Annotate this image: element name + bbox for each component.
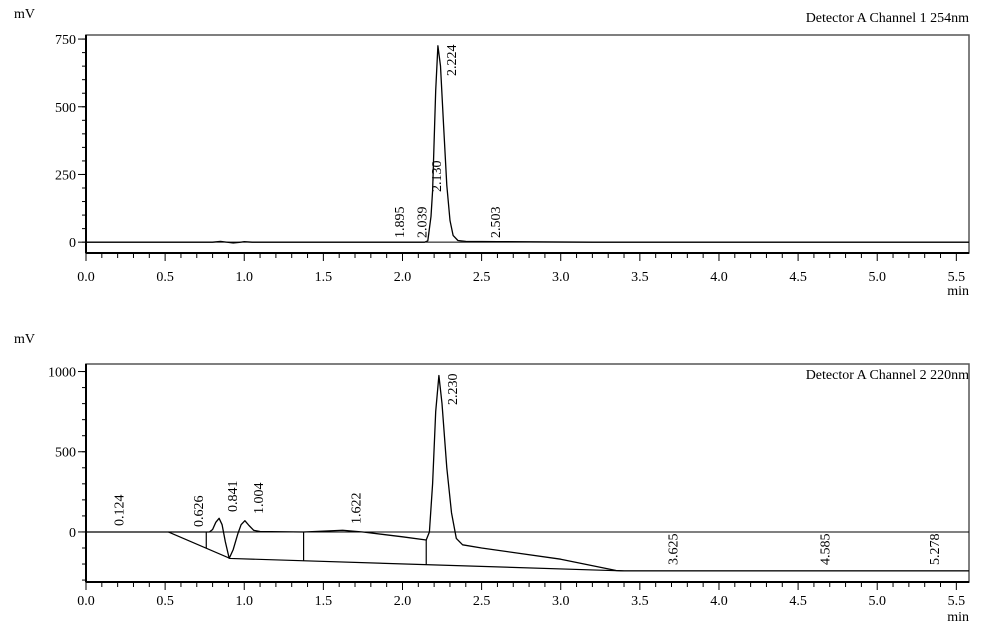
x-tick-label: 1.5 <box>315 594 333 609</box>
x-tick-label: 0.5 <box>156 594 174 609</box>
y-tick-label: 1000 <box>48 366 76 381</box>
x-tick-label: 5.5 <box>948 594 966 609</box>
y-tick-label: 0 <box>69 526 76 541</box>
y-tick-label: 500 <box>55 446 76 461</box>
x-axis-label: min <box>947 284 969 299</box>
peak-label: 2.224 <box>445 45 460 77</box>
x-axis-label: min <box>947 610 969 625</box>
x-tick-label: 0.0 <box>77 594 95 609</box>
x-tick-label: 4.0 <box>710 594 728 609</box>
x-tick-label: 4.0 <box>710 270 728 285</box>
detector-title: Detector A Channel 1 254nm <box>806 11 969 26</box>
y-tick-label: 750 <box>55 33 76 48</box>
x-tick-label: 2.5 <box>473 594 491 609</box>
peak-label: 0.626 <box>192 496 207 528</box>
x-tick-label: 5.0 <box>868 594 886 609</box>
y-tick-label: 0 <box>69 236 76 251</box>
x-tick-label: 0.5 <box>156 270 174 285</box>
x-tick-label: 3.0 <box>552 270 570 285</box>
peak-label: 3.625 <box>667 534 682 566</box>
integration-baseline <box>168 531 969 572</box>
signal-trace <box>86 374 969 572</box>
x-tick-label: 5.0 <box>868 270 886 285</box>
x-tick-label: 4.5 <box>789 270 807 285</box>
peak-label: 2.130 <box>430 161 445 193</box>
peak-label: 1.622 <box>350 493 365 525</box>
y-tick-label: 500 <box>55 101 76 116</box>
plot-frame <box>85 34 970 254</box>
plot-channel-2: mV Detector A Channel 2 220nm min 0.0 0.5… <box>14 332 970 625</box>
peak-label: 5.278 <box>928 534 943 566</box>
peak-label: 0.841 <box>226 481 241 513</box>
signal-trace <box>86 45 969 244</box>
x-tick-label: 5.5 <box>948 270 966 285</box>
x-tick-label: 2.0 <box>394 594 412 609</box>
x-tick-label: 3.0 <box>552 594 570 609</box>
y-tick-label: 250 <box>55 168 76 183</box>
detector-title: Detector A Channel 2 220nm <box>806 368 969 383</box>
peak-label: 1.895 <box>393 207 408 239</box>
x-tick-label: 3.5 <box>631 270 649 285</box>
x-tick-label: 1.0 <box>235 270 253 285</box>
x-tick-label: 0.0 <box>77 270 95 285</box>
peak-label: 2.039 <box>416 207 431 239</box>
x-tick-label: 2.5 <box>473 270 491 285</box>
x-tick-label: 3.5 <box>631 594 649 609</box>
peak-label: 4.585 <box>819 534 834 566</box>
x-tick-label: 2.0 <box>394 270 412 285</box>
peak-label: 2.503 <box>489 207 504 239</box>
peak-label: 2.230 <box>446 374 461 406</box>
x-tick-label: 1.5 <box>315 270 333 285</box>
peak-label: 0.124 <box>113 495 128 527</box>
plot-frame <box>85 363 970 583</box>
x-tick-label: 1.0 <box>235 594 253 609</box>
plot-channel-1: mV Detector A Channel 1 254nm min 0.0 0.5… <box>14 7 970 299</box>
y-axis-label: mV <box>14 7 35 22</box>
peak-label: 1.004 <box>252 483 267 515</box>
y-axis-label: mV <box>14 332 35 347</box>
x-tick-label: 4.5 <box>789 594 807 609</box>
